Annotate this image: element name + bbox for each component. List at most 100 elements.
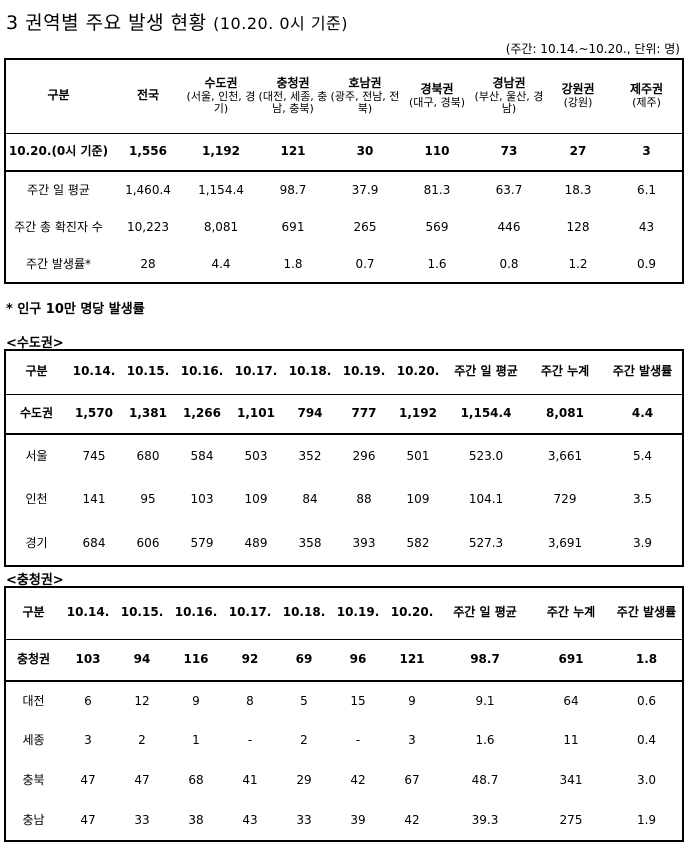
cell: 503 xyxy=(244,448,268,463)
cell: 1.8 xyxy=(611,638,684,682)
cell: 73 xyxy=(473,132,545,171)
cell: 9 xyxy=(192,693,200,708)
table-row: 대전 6 12 9 8 5 15 9 9.1 64 0.6 xyxy=(4,681,684,721)
cell: 27 xyxy=(545,132,611,171)
header-national: 전국 xyxy=(111,59,185,134)
cell: 4.4 xyxy=(603,393,684,435)
cell: 12 xyxy=(134,693,150,708)
column-header: 주간 발생률 xyxy=(611,586,684,640)
cell: 3 xyxy=(611,132,684,171)
row-label: 주간 일 평균 xyxy=(4,170,111,209)
cell: 47 xyxy=(80,773,96,788)
header-region-3: 경북권 (대구, 경북) xyxy=(401,59,473,134)
total-row: 수도권 1,570 1,381 1,266 1,101 794 777 1,192 1,154.… xyxy=(4,393,684,435)
row-label: 충남 xyxy=(4,801,61,842)
title-main: 3 권역별 주요 발생 현황 xyxy=(6,12,207,34)
total-row: 충청권 103 94 116 92 69 96 121 98.7 691 1.8 xyxy=(4,638,684,682)
row-label: 수도권 xyxy=(4,393,67,435)
column-header: 10.14. xyxy=(61,586,115,640)
cell: 67 xyxy=(404,773,420,788)
cell: 48.7 xyxy=(471,773,499,788)
cell: 1.6 xyxy=(401,247,473,284)
cell: 0.8 xyxy=(473,247,545,284)
cell: 42 xyxy=(350,773,366,788)
cell: - xyxy=(247,733,253,748)
header-label: 구분 xyxy=(4,59,111,134)
cell: 39.3 xyxy=(439,801,531,842)
cell: 33 xyxy=(277,801,331,842)
unit-note: (주간: 10.14.~10.20., 단위: 명) xyxy=(505,42,680,56)
cell: 296 xyxy=(352,448,376,463)
cell: 110 xyxy=(401,132,473,171)
cell: 2 xyxy=(138,733,146,748)
cell: 43 xyxy=(223,801,277,842)
cell: 43 xyxy=(611,209,684,247)
cell: 358 xyxy=(283,522,337,567)
cell: 584 xyxy=(190,448,214,463)
column-header: 10.16. xyxy=(169,586,223,640)
cell: 729 xyxy=(553,492,577,507)
cell: 88 xyxy=(356,492,372,507)
header-region-6: 제주권 (제주) xyxy=(611,59,684,134)
cell: 121 xyxy=(385,638,439,682)
cell: 1,192 xyxy=(391,393,445,435)
cell: 341 xyxy=(559,773,583,788)
cell: 8,081 xyxy=(203,220,239,235)
cell: 3,661 xyxy=(547,448,583,463)
column-header: 주간 일 평균 xyxy=(439,586,531,640)
cell: 680 xyxy=(136,448,160,463)
table-row: 충북 47 47 68 41 29 42 67 48.7 341 3.0 xyxy=(4,761,684,801)
cell: 1,570 xyxy=(67,393,121,435)
cell: 794 xyxy=(283,393,337,435)
cell: 3.5 xyxy=(603,478,684,522)
footnote: * 인구 10만 명당 발생률 xyxy=(6,302,145,317)
cell: 141 xyxy=(82,492,106,507)
cell: 92 xyxy=(223,638,277,682)
cell: 0.7 xyxy=(329,247,401,284)
column-header: 10.18. xyxy=(277,586,331,640)
cell: 64 xyxy=(563,693,579,708)
cell: 579 xyxy=(175,522,229,567)
column-header: 10.17. xyxy=(223,586,277,640)
column-header: 구분 xyxy=(4,586,61,640)
cell: 98.7 xyxy=(257,170,329,209)
cell: 109 xyxy=(406,492,430,507)
cell: 18.3 xyxy=(545,170,611,209)
row-label: 경기 xyxy=(4,522,67,567)
column-header: 10.20. xyxy=(391,349,445,395)
cell: 84 xyxy=(302,492,318,507)
cell: 1,556 xyxy=(111,132,185,171)
cell: 446 xyxy=(497,220,521,235)
chungcheong-table: 구분 10.14. 10.15. 10.16. 10.17. 10.18. 10.19. 10… xyxy=(4,586,684,842)
cell: 38 xyxy=(169,801,223,842)
table-row: 세종 3 2 1 - 2 - 3 1.6 11 0.4 xyxy=(4,721,684,761)
cell: 37.9 xyxy=(329,170,401,209)
column-header: 10.16. xyxy=(175,349,229,395)
cell: 1,192 xyxy=(185,132,257,171)
cell: 1,101 xyxy=(229,393,283,435)
cell: 1,460.4 xyxy=(111,170,185,209)
cell: 2 xyxy=(300,733,308,748)
cell: 121 xyxy=(257,132,329,171)
cell: 0.9 xyxy=(611,247,684,284)
cell: 1,154.4 xyxy=(445,393,527,435)
column-header: 구분 xyxy=(4,349,67,395)
cell: 3.0 xyxy=(611,761,684,801)
row-label: 주간 총 확진자 수 xyxy=(4,209,111,247)
cell: 3 xyxy=(408,733,416,748)
column-header: 주간 일 평균 xyxy=(445,349,527,395)
column-header: 10.15. xyxy=(121,349,175,395)
column-header: 10.19. xyxy=(337,349,391,395)
cell: 30 xyxy=(329,132,401,171)
cell: 47 xyxy=(61,801,115,842)
cell: 41 xyxy=(242,773,258,788)
header-region-0: 수도권 (서울, 인천, 경기) xyxy=(185,59,257,134)
cell: 0.6 xyxy=(611,681,684,721)
cell: 1,154.4 xyxy=(185,170,257,209)
capital-area-table: 구분 10.14. 10.15. 10.16. 10.17. 10.18. 10.19. 10… xyxy=(4,349,684,567)
cell: 95 xyxy=(140,492,156,507)
section-label-chungcheong: <충청권> xyxy=(6,573,64,588)
cell: 275 xyxy=(531,801,611,842)
cell: 68 xyxy=(188,773,204,788)
column-header: 주간 누계 xyxy=(527,349,603,395)
